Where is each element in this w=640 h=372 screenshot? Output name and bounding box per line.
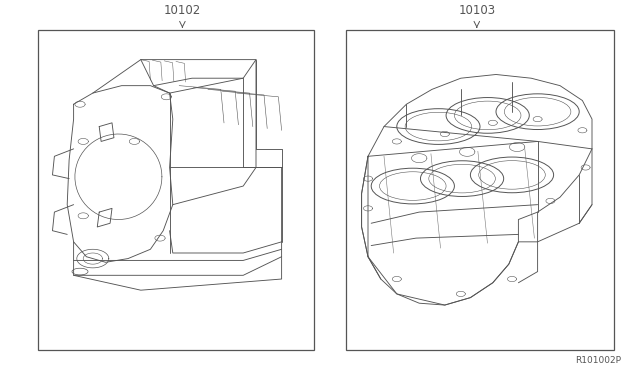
Text: R101002P: R101002P [575, 356, 621, 365]
Text: 10102: 10102 [164, 4, 201, 17]
Bar [38, 30, 314, 350]
Bar [346, 30, 614, 350]
Text: 10103: 10103 [458, 4, 495, 17]
